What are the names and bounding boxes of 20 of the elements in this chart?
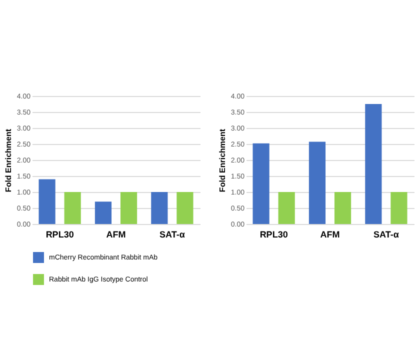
y-axis-title: Fold Enrichment	[4, 128, 13, 192]
x-tick-label: AFM	[320, 230, 340, 240]
bar	[278, 192, 295, 224]
y-axis-title: Fold Enrichment	[218, 128, 227, 192]
bar	[252, 143, 270, 224]
bar	[151, 192, 168, 224]
bar	[176, 192, 194, 224]
bar	[365, 104, 382, 224]
bar	[94, 202, 112, 224]
bar	[308, 142, 326, 224]
x-tick-label: RPL30	[46, 230, 74, 240]
x-tick-label: AFM	[106, 230, 126, 240]
bar	[334, 192, 352, 224]
x-tick-label: SAT-α	[160, 230, 186, 240]
x-tick-label: SAT-α	[374, 230, 400, 240]
x-tick-label: RPL30	[260, 230, 288, 240]
bar	[38, 179, 56, 224]
bar	[120, 192, 138, 224]
bar	[390, 192, 408, 224]
bar	[64, 192, 81, 224]
